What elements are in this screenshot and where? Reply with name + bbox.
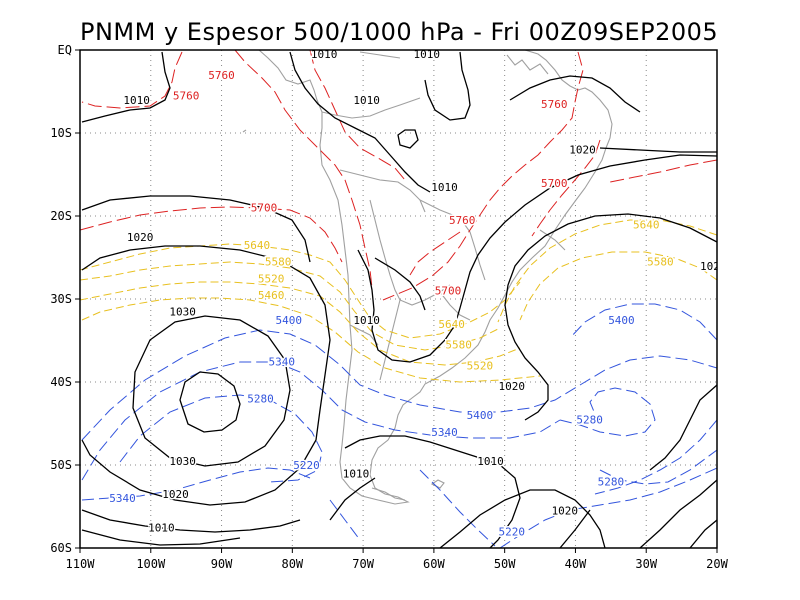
contour-value-label: 1030 (169, 305, 196, 318)
lat-tick-label: 40S (50, 375, 72, 389)
contour-value-label: 5700 (541, 177, 568, 190)
lon-tick-label: 110W (66, 557, 96, 571)
contour-value-label: 5640 (633, 218, 660, 231)
contour-value-label: 5640 (244, 239, 271, 252)
lon-tick-label: 90W (211, 557, 233, 571)
contour-value-label: 1010 (343, 467, 370, 480)
contour-value-label: 5520 (467, 359, 494, 372)
contour-value-label: 5580 (647, 256, 674, 269)
contour-value-label: 5340 (109, 492, 136, 505)
lon-tick-label: 80W (281, 557, 303, 571)
lon-tick-label: 40W (565, 557, 587, 571)
contour-value-label: 1020 (127, 231, 154, 244)
contour-value-label: 5220 (293, 459, 320, 472)
contour-value-label: 5640 (438, 318, 465, 331)
contour-value-label: 5400 (608, 314, 635, 327)
lat-tick-label: 10S (50, 126, 72, 140)
lat-tick-label: 60S (50, 541, 72, 555)
contour-value-label: 1030 (169, 455, 196, 468)
coastlines (242, 50, 613, 505)
contour-value-label: 1010 (148, 521, 175, 534)
contour-value-label: 1020 (498, 380, 525, 393)
contour-value-label: 5760 (449, 214, 476, 227)
contour-value-label: 5760 (208, 69, 235, 82)
contour-value-label: 5400 (276, 314, 303, 327)
contour-value-label: 5280 (247, 393, 274, 406)
contour-value-label: 5580 (265, 256, 292, 269)
map-title: PNMM y Espesor 500/1000 hPa - Fri 00Z09S… (80, 18, 719, 46)
lon-tick-label: 100W (136, 557, 166, 571)
contour-value-label: 1010 (123, 94, 150, 107)
lon-tick-label: 50W (494, 557, 516, 571)
contour-value-label: 1010 (353, 314, 380, 327)
contour-value-label: 5400 (467, 409, 494, 422)
contour-value-label: 1010 (477, 455, 504, 468)
axis-labels: 110W 100W 90W 80W 70W 60W 50W 40W 30W 20W EQ 10S 20S… (50, 43, 728, 571)
contour-value-label: 5460 (258, 289, 285, 302)
contour-value-label: 1010 (414, 48, 441, 61)
contour-value-label: 1020 (569, 144, 596, 157)
lat-tick-label: 30S (50, 292, 72, 306)
contour-value-label: 5340 (431, 426, 458, 439)
contour-value-label: 1010 (431, 181, 458, 194)
lon-tick-label: 20W (706, 557, 728, 571)
contour-labels: 1010 1010 1010 1010 1020 1010 1020 102 1030 1010 1… (108, 48, 720, 540)
thickness-cold-contours (81, 303, 717, 548)
contour-value-label: 1010 (353, 94, 380, 107)
thickness-warm-contours (80, 50, 717, 301)
contour-value-label: 5760 (173, 90, 200, 103)
contour-value-label: 5700 (251, 202, 278, 215)
thickness-mid-contours (80, 219, 717, 383)
contour-value-label: 5220 (498, 525, 525, 538)
contour-value-label: 1020 (552, 505, 579, 518)
isobar-contours (81, 51, 717, 548)
lat-tick-label: 50S (50, 458, 72, 472)
contour-value-label: 5280 (598, 476, 625, 489)
lat-tick-label: 20S (50, 209, 72, 223)
lon-tick-label: 60W (423, 557, 445, 571)
contour-value-label: 102 (700, 260, 720, 273)
lat-tick-label: EQ (58, 43, 72, 57)
contour-value-label: 5520 (258, 272, 285, 285)
lon-tick-label: 30W (635, 557, 657, 571)
contour-value-label: 1010 (311, 48, 338, 61)
contour-value-label: 5580 (445, 339, 472, 352)
contour-value-label: 5700 (435, 285, 462, 298)
contour-value-label: 5760 (541, 98, 568, 111)
contour-value-label: 5280 (576, 413, 603, 426)
contour-value-label: 1020 (162, 488, 189, 501)
lon-tick-label: 70W (352, 557, 374, 571)
contour-value-label: 5340 (268, 355, 295, 368)
